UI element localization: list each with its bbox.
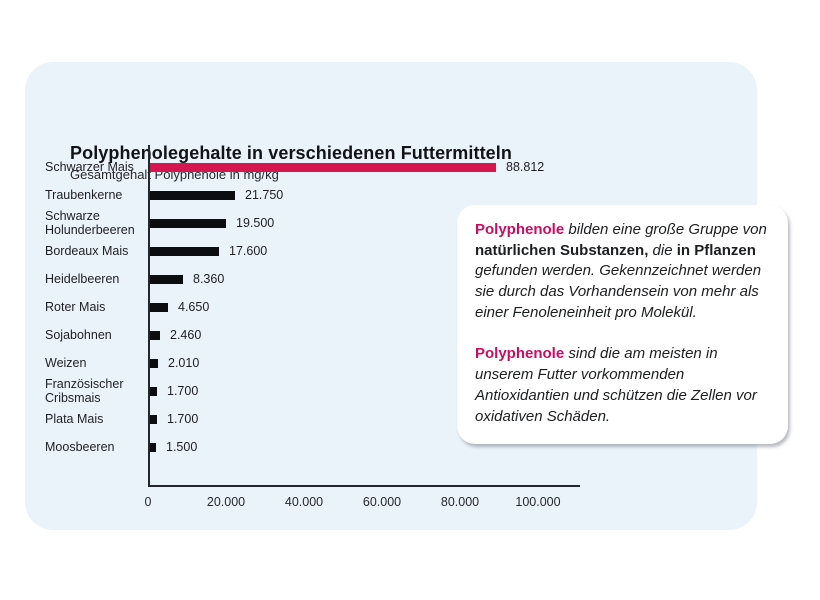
text-segment: sind die am meisten in unserem Futter vo… — [475, 345, 757, 425]
category-label: Moosbeeren — [45, 440, 115, 454]
bar — [150, 218, 226, 228]
category-label: Heidelbeeren — [45, 272, 120, 286]
text-segment: bilden eine große Gruppe von — [564, 221, 767, 238]
info-paragraph: Polyphenole bilden eine große Gruppe von… — [475, 220, 770, 323]
bar — [150, 358, 158, 368]
bar-row: Weizen 2.010 — [45, 349, 582, 377]
value-label: 21.750 — [245, 188, 284, 202]
category-label: Weizen — [45, 356, 87, 370]
bar — [150, 442, 156, 452]
bar — [150, 274, 183, 284]
bar-row: Plata Mais 1.700 — [45, 405, 582, 433]
category-label: Plata Mais — [45, 412, 104, 426]
bar-highlight — [150, 162, 496, 172]
value-label: 2.010 — [168, 356, 200, 370]
category-label: Bordeaux Mais — [45, 244, 129, 258]
category-label: Schwarzer Mais — [45, 160, 134, 174]
bar — [150, 330, 160, 340]
bar-row: Moosbeeren 1.500 — [45, 433, 582, 461]
bar — [150, 386, 157, 396]
info-box: Polyphenole bilden eine große Gruppe von… — [457, 205, 788, 445]
category-label: Roter Mais — [45, 300, 106, 314]
brand-keyword: Polyphenole — [475, 345, 565, 363]
value-label: 88.812 — [506, 160, 545, 174]
x-axis-ticks: 0 20.000 40.000 60.000 80.000 100.000 — [144, 495, 580, 513]
bar-row: Schwarzer Mais 88.812 — [45, 153, 582, 181]
x-tick-label: 0 — [144, 495, 152, 509]
bar-row: Traubenkerne 21.750 — [45, 181, 582, 209]
x-axis-line — [148, 485, 580, 487]
bar-chart: Schwarzer Mais 88.812 Traubenkerne 21.750 Sc… — [45, 145, 582, 509]
value-label: 19.500 — [236, 216, 275, 230]
y-axis-line — [148, 145, 150, 487]
bar — [150, 302, 168, 312]
bar-row: Roter Mais 4.650 — [45, 293, 582, 321]
bar-row: Heidelbeeren 8.360 — [45, 265, 582, 293]
value-label: 8.360 — [193, 272, 225, 286]
x-tick-label: 80.000 — [440, 495, 480, 509]
value-label: 1.700 — [167, 412, 199, 426]
value-label: 4.650 — [178, 300, 210, 314]
chart-title: Polyphenolegehalte in verschiedenen Futt… — [70, 143, 512, 163]
category-label: Traubenkerne — [45, 188, 123, 202]
info-paragraph: Polyphenole sind die am meisten in unser… — [475, 344, 770, 427]
x-tick-label: 20.000 — [206, 495, 246, 509]
bar-row: Bordeaux Mais 17.600 — [45, 237, 582, 265]
value-label: 1.700 — [167, 384, 199, 398]
x-tick-label: 60.000 — [362, 495, 402, 509]
category-label: Französischer Cribsmais — [45, 377, 124, 405]
bar-row: Sojabohnen 2.460 — [45, 321, 582, 349]
bar — [150, 414, 157, 424]
x-tick-label: 40.000 — [284, 495, 324, 509]
value-label: 2.460 — [170, 328, 202, 342]
text-segment: natürlichen Substanzen, — [475, 241, 649, 259]
value-label: 17.600 — [229, 244, 268, 258]
bar — [150, 190, 235, 200]
brand-keyword: Polyphenole — [475, 221, 565, 238]
bar — [150, 246, 219, 256]
text-segment: gefunden werden. Gekennzeichnet werden s… — [475, 262, 762, 321]
bar-row: Schwarze Holunderbeeren 19.500 — [45, 209, 582, 237]
text-segment: die — [648, 241, 677, 259]
value-label: 1.500 — [166, 440, 198, 454]
category-label: Schwarze Holunderbeeren — [45, 209, 135, 237]
bar-row: Französischer Cribsmais 1.700 — [45, 377, 582, 405]
category-label: Sojabohnen — [45, 328, 112, 342]
x-tick-label: 100.000 — [515, 495, 561, 509]
text-segment: in Pflanzen — [676, 241, 756, 259]
